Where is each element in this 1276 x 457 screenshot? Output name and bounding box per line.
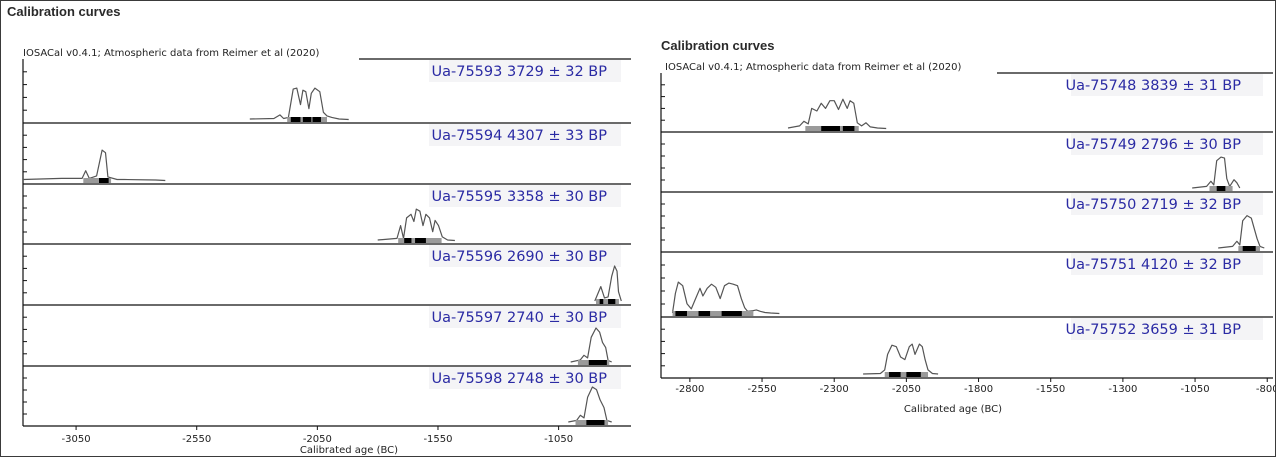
left-series-label-bg — [429, 367, 621, 389]
left-series-3: Ua-75595 3358 ± 30 BP — [23, 185, 631, 245]
left-range-95-bar — [83, 178, 112, 183]
right-x-tick-label: -2300 — [820, 384, 849, 395]
right-chart-title: Calibration curves — [661, 38, 774, 53]
left-range-68-bar — [599, 299, 604, 304]
right-probability-curve — [787, 98, 887, 130]
left-probability-curve — [570, 327, 612, 363]
left-probability-curve — [594, 265, 622, 302]
right-range-68-bar — [1216, 186, 1226, 191]
left-x-tick-label: -2050 — [303, 434, 332, 445]
left-x-tick-label: -1550 — [423, 434, 452, 445]
left-probability-curve — [249, 87, 349, 121]
right-series-label-bg — [1071, 193, 1263, 215]
right-calibration-chart: Calibration curves IOSACal v0.4.1; Atmos… — [660, 38, 1276, 415]
left-probability-curve — [377, 208, 455, 242]
right-series-4: Ua-75751 4120 ± 32 BP — [661, 253, 1273, 318]
left-series-label-bg — [429, 60, 621, 82]
right-range-68-bar — [675, 311, 687, 316]
left-series-2: Ua-75594 4307 ± 33 BP — [22, 124, 631, 185]
right-series-label-bg — [1071, 74, 1263, 96]
left-series-4: Ua-75596 2690 ± 30 BP — [23, 245, 631, 306]
right-range-68-bar — [842, 126, 855, 131]
left-series-label: Ua-75593 3729 ± 32 BP — [432, 64, 608, 80]
right-chart-credit: IOSACal v0.4.1; Atmospheric data from Re… — [665, 62, 962, 73]
left-x-tick-label: -1050 — [544, 434, 573, 445]
right-x-tick-label: -2050 — [892, 384, 921, 395]
left-range-68-bar — [588, 360, 607, 365]
right-series-2: Ua-75749 2796 ± 30 BP — [661, 133, 1273, 193]
left-series-label-bg — [429, 185, 621, 207]
right-series-5: Ua-75752 3659 ± 31 BP — [661, 318, 1273, 379]
right-x-tick-label: -2550 — [748, 384, 777, 395]
left-range-68-bar — [586, 420, 605, 425]
right-series-label-bg — [1071, 133, 1263, 155]
right-series-3: Ua-75750 2719 ± 32 BP — [661, 193, 1273, 253]
right-range-68-bar — [889, 372, 901, 377]
right-x-tick-label: -1300 — [1108, 384, 1137, 395]
left-x-axis-label: Calibrated age (BC) — [300, 445, 398, 456]
left-series-1: Ua-75593 3729 ± 32 BP — [23, 60, 631, 124]
right-series-label: Ua-75750 2719 ± 32 BP — [1066, 197, 1242, 213]
right-probability-curve — [1192, 156, 1241, 189]
left-series-label: Ua-75596 2690 ± 30 BP — [432, 249, 608, 265]
right-range-68-bar — [821, 126, 840, 131]
left-series-label: Ua-75598 2748 ± 30 BP — [432, 371, 608, 387]
left-range-68-bar — [290, 117, 301, 122]
right-range-68-bar — [698, 311, 711, 316]
left-series-label-bg — [429, 245, 621, 267]
left-series-label-bg — [429, 124, 621, 146]
left-series-5: Ua-75597 2740 ± 30 BP — [23, 306, 631, 367]
right-series-label: Ua-75749 2796 ± 30 BP — [1066, 137, 1242, 153]
left-series-label: Ua-75597 2740 ± 30 BP — [432, 310, 608, 326]
right-range-95-bar — [672, 311, 754, 316]
left-range-68-bar — [312, 117, 321, 122]
right-series-1: Ua-75748 3839 ± 31 BP — [661, 74, 1273, 133]
left-probability-curve — [22, 149, 166, 182]
right-range-68-bar — [906, 372, 921, 377]
right-x-tick-label: -2800 — [675, 384, 704, 395]
left-range-68-bar — [99, 178, 109, 183]
left-x-tick-label: -2550 — [182, 434, 211, 445]
left-series-6: Ua-75598 2748 ± 30 BP — [23, 367, 631, 427]
left-range-95-bar — [596, 299, 619, 304]
left-range-68-bar — [415, 238, 426, 243]
left-series-label: Ua-75595 3358 ± 30 BP — [432, 189, 608, 205]
right-x-axis-label: Calibrated age (BC) — [904, 404, 1002, 415]
left-range-68-bar — [608, 299, 616, 304]
left-series-label: Ua-75594 4307 ± 33 BP — [432, 128, 608, 144]
right-probability-curve — [863, 343, 939, 375]
right-range-68-bar — [721, 311, 742, 316]
right-series-label-bg — [1071, 253, 1263, 275]
right-series-label-bg — [1071, 318, 1263, 340]
left-chart-credit: IOSACal v0.4.1; Atmospheric data from Re… — [23, 48, 320, 59]
left-chart-title: Calibration curves — [7, 4, 120, 19]
right-series-label: Ua-75752 3659 ± 31 BP — [1066, 322, 1242, 338]
left-probability-curve — [568, 386, 612, 423]
right-x-tick-label: -800 — [1256, 384, 1276, 395]
right-probability-curve — [671, 281, 780, 315]
right-probability-curve — [1218, 215, 1265, 249]
right-x-tick-label: -1550 — [1036, 384, 1065, 395]
left-series-label-bg — [429, 306, 621, 328]
right-x-tick-label: -1800 — [964, 384, 993, 395]
left-x-tick-label: -3050 — [62, 434, 91, 445]
right-series-label: Ua-75751 4120 ± 32 BP — [1066, 257, 1242, 273]
left-calibration-chart: Calibration curves IOSACal v0.4.1; Atmos… — [7, 4, 631, 456]
right-series-label: Ua-75748 3839 ± 31 BP — [1066, 78, 1242, 94]
right-range-68-bar — [1242, 246, 1256, 251]
left-range-68-bar — [302, 117, 312, 122]
right-x-tick-label: -1050 — [1181, 384, 1210, 395]
left-range-68-bar — [404, 238, 412, 243]
